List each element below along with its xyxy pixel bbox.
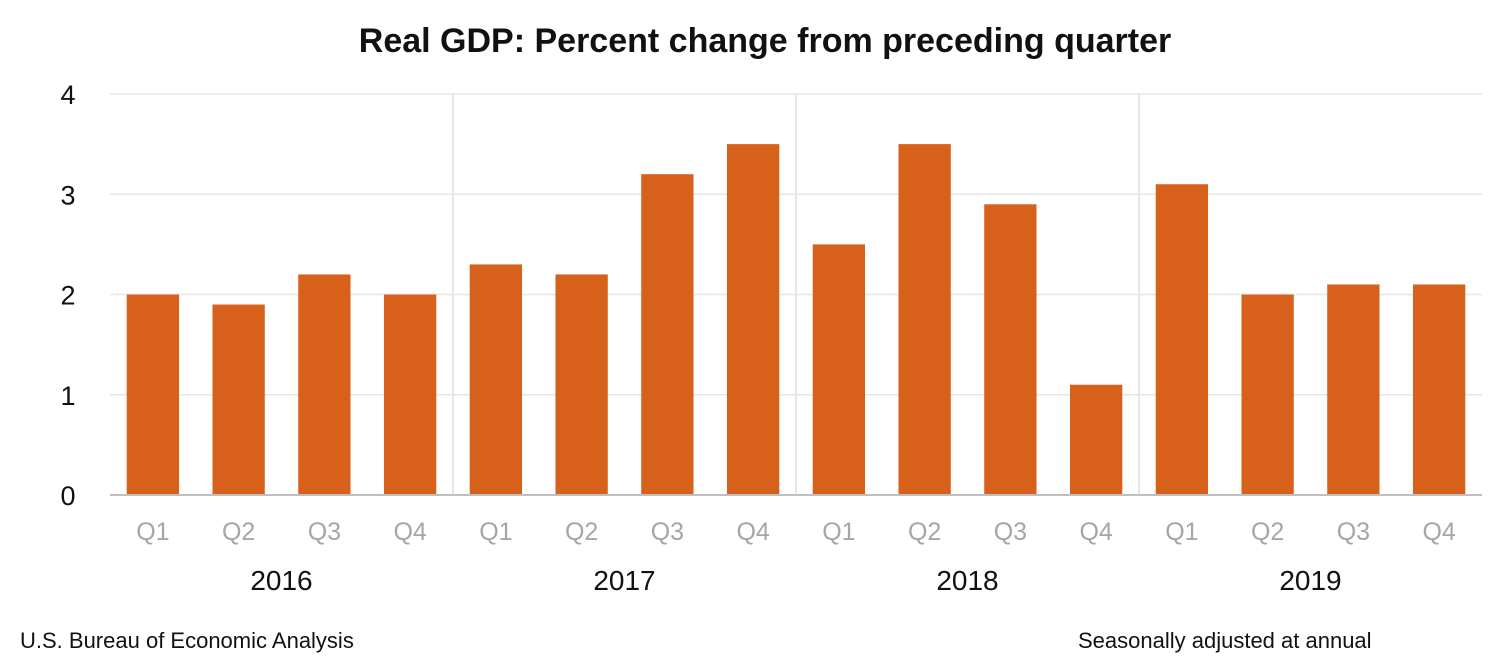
- quarter-label: Q4: [393, 518, 426, 546]
- y-tick-label: 4: [60, 80, 75, 110]
- bar: [898, 144, 951, 495]
- quarter-label: Q4: [1422, 518, 1455, 546]
- quarter-label: Q1: [822, 518, 855, 546]
- quarter-label: Q2: [908, 518, 941, 546]
- quarter-label: Q2: [565, 518, 598, 546]
- chart-title: Real GDP: Percent change from preceding …: [359, 22, 1171, 60]
- quarter-label: Q1: [479, 518, 512, 546]
- bar: [1412, 284, 1466, 495]
- quarter-labels: Q1 Q2 Q3 Q4 Q1 Q2 Q3 Q4 Q1 Q2 Q3 Q4 Q1 Q2 Q3 Q4: [136, 518, 1456, 546]
- y-tick-label: 1: [60, 381, 75, 411]
- bar: [1155, 184, 1209, 495]
- y-axis-tick-labels: 0 1 2 3 4: [60, 80, 75, 511]
- bar: [726, 144, 780, 495]
- adjustment-note: Seasonally adjusted at annual: [1078, 628, 1372, 653]
- bar: [984, 204, 1037, 495]
- quarter-label: Q4: [1079, 518, 1112, 546]
- quarter-label: Q3: [1337, 518, 1370, 546]
- year-label: 2018: [936, 565, 998, 596]
- bar: [1327, 284, 1380, 495]
- bar: [126, 294, 180, 495]
- bar: [383, 294, 437, 495]
- bar: [812, 244, 866, 495]
- year-label: 2019: [1279, 565, 1341, 596]
- bar: [469, 264, 523, 495]
- quarter-label: Q2: [222, 518, 255, 546]
- year-label: 2017: [593, 565, 655, 596]
- year-label: 2016: [250, 565, 312, 596]
- bar: [555, 274, 608, 495]
- y-tick-label: 0: [60, 481, 75, 511]
- quarter-label: Q2: [1251, 518, 1284, 546]
- bar: [212, 304, 265, 495]
- quarter-label: Q4: [736, 518, 769, 546]
- bars: [126, 144, 1466, 495]
- source-note: U.S. Bureau of Economic Analysis: [20, 628, 354, 653]
- gdp-bar-chart: Real GDP: Percent change from preceding …: [60, 22, 1482, 596]
- y-tick-label: 2: [60, 281, 75, 311]
- quarter-label: Q1: [136, 518, 169, 546]
- quarter-label: Q3: [651, 518, 684, 546]
- bar: [298, 274, 351, 495]
- quarter-label: Q3: [994, 518, 1027, 546]
- year-labels: 2016 2017 2018 2019: [250, 565, 1341, 596]
- y-tick-label: 3: [60, 180, 75, 210]
- quarter-label: Q1: [1165, 518, 1198, 546]
- year-separators: [452, 94, 1140, 495]
- bar: [1069, 384, 1123, 495]
- bar: [641, 174, 694, 495]
- bar: [1241, 294, 1294, 495]
- quarter-label: Q3: [308, 518, 341, 546]
